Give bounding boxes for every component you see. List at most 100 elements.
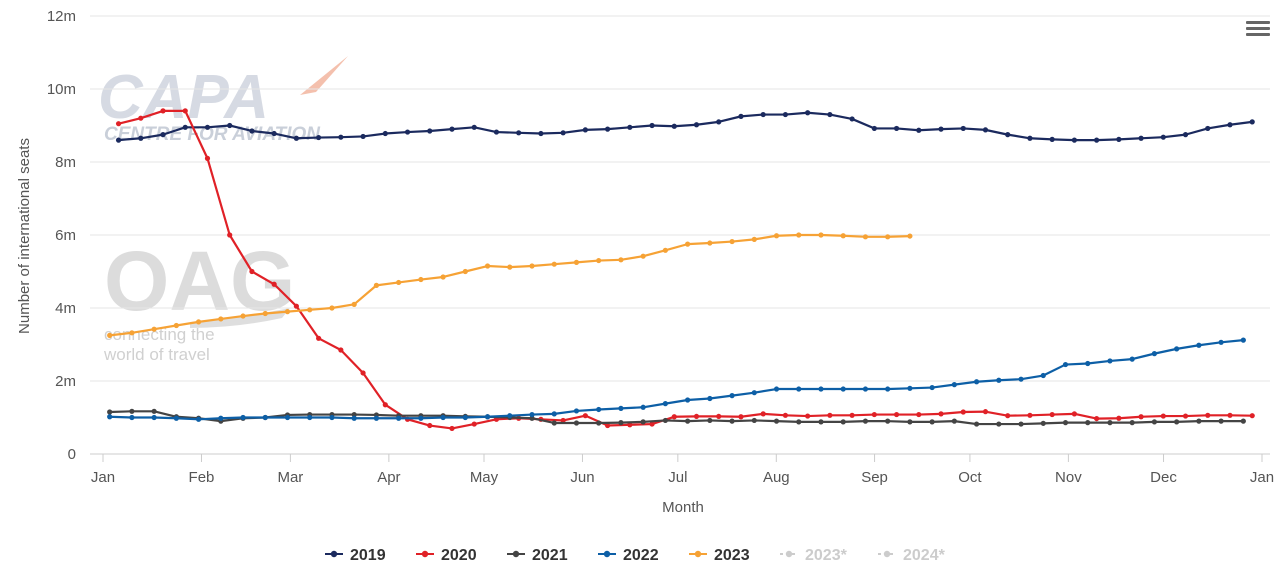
- data-point: [1196, 418, 1202, 424]
- legend-label: 2024*: [903, 547, 946, 564]
- data-point: [729, 393, 735, 399]
- legend-item-2020[interactable]: 2020: [416, 547, 477, 564]
- data-point: [138, 115, 144, 121]
- data-point: [1174, 419, 1180, 425]
- data-point: [1116, 136, 1122, 142]
- data-point: [1129, 420, 1135, 426]
- data-point: [1005, 132, 1011, 138]
- data-point: [885, 386, 891, 392]
- data-point: [707, 240, 713, 246]
- x-axis-title: Month: [662, 499, 704, 516]
- x-tick-label: May: [470, 469, 499, 486]
- data-point: [751, 390, 757, 396]
- data-point: [227, 122, 233, 129]
- x-tick-label: Jun: [570, 469, 594, 486]
- data-point: [396, 415, 402, 421]
- data-point: [551, 261, 557, 267]
- legend-marker: [330, 550, 338, 558]
- data-point: [204, 155, 211, 161]
- data-point: [293, 135, 299, 141]
- data-point: [760, 111, 766, 118]
- data-point: [1018, 376, 1024, 382]
- data-point: [885, 418, 891, 424]
- data-point: [1129, 356, 1135, 362]
- data-point: [1205, 412, 1211, 418]
- data-point: [1027, 135, 1033, 141]
- data-point: [938, 411, 944, 417]
- data-point: [982, 127, 989, 133]
- data-point: [1227, 122, 1233, 128]
- data-point: [662, 417, 668, 424]
- data-point: [227, 232, 233, 238]
- oag-watermark-line1: connecting the: [104, 325, 215, 344]
- legend-item-2019[interactable]: 2019: [325, 547, 386, 564]
- data-point: [1160, 413, 1166, 419]
- data-point: [671, 414, 677, 420]
- data-point: [529, 263, 535, 269]
- data-point: [249, 128, 255, 134]
- data-point: [782, 111, 789, 118]
- legend-label: 2023*: [805, 547, 848, 564]
- data-point: [573, 259, 580, 265]
- y-tick-label: 8m: [55, 154, 76, 171]
- data-point: [751, 417, 757, 424]
- data-point: [1049, 411, 1055, 418]
- data-point: [796, 232, 802, 238]
- data-point: [671, 123, 677, 129]
- data-point: [529, 415, 535, 421]
- data-point: [662, 247, 668, 253]
- legend-item-2024*[interactable]: 2024*: [878, 547, 946, 564]
- data-point: [151, 414, 157, 421]
- data-point: [160, 108, 166, 114]
- data-point: [1205, 125, 1211, 132]
- data-point: [729, 238, 735, 245]
- data-point: [862, 418, 869, 424]
- data-point: [929, 419, 935, 425]
- data-point: [262, 414, 268, 421]
- menu-bar: [1246, 21, 1270, 24]
- data-point: [773, 233, 780, 239]
- legend-marker: [512, 550, 520, 558]
- legend-label: 2020: [441, 547, 477, 564]
- data-point: [351, 415, 357, 421]
- legend-item-2023*[interactable]: 2023*: [780, 547, 848, 564]
- y-tick-label: 10m: [47, 81, 76, 98]
- data-point: [862, 234, 869, 240]
- data-point: [484, 263, 491, 269]
- data-point: [249, 268, 255, 275]
- data-point: [462, 414, 468, 421]
- data-point: [840, 233, 846, 239]
- capa-watermark-title: CAPA: [98, 63, 269, 132]
- data-point: [373, 415, 380, 421]
- series-line-2020: [118, 109, 1253, 430]
- data-point: [1160, 134, 1166, 140]
- hamburger-menu-icon[interactable]: [1244, 18, 1272, 42]
- data-point: [1151, 351, 1158, 357]
- legend-label: 2022: [623, 547, 659, 564]
- data-point: [1085, 420, 1091, 426]
- series-2022: [107, 337, 1246, 422]
- data-point: [796, 419, 802, 425]
- data-point: [115, 121, 122, 127]
- data-point: [649, 421, 655, 427]
- legend-label: 2021: [532, 547, 568, 564]
- data-point: [1107, 358, 1113, 364]
- data-point: [685, 418, 691, 424]
- data-point: [716, 119, 722, 125]
- data-point: [893, 411, 900, 418]
- x-tick-label: Sep: [861, 469, 888, 486]
- data-point: [782, 412, 789, 418]
- series-2019: [115, 110, 1255, 143]
- legend-item-2021[interactable]: 2021: [507, 547, 568, 564]
- legend-item-2022[interactable]: 2022: [598, 547, 659, 564]
- data-point: [840, 419, 846, 425]
- data-point: [1040, 420, 1046, 426]
- data-point: [173, 415, 179, 421]
- legend-item-2023[interactable]: 2023: [689, 547, 750, 564]
- data-point: [307, 307, 313, 313]
- data-point: [240, 414, 246, 421]
- data-point: [138, 135, 144, 141]
- data-point: [129, 330, 135, 336]
- data-point: [449, 126, 455, 132]
- y-tick-label: 0: [68, 446, 76, 463]
